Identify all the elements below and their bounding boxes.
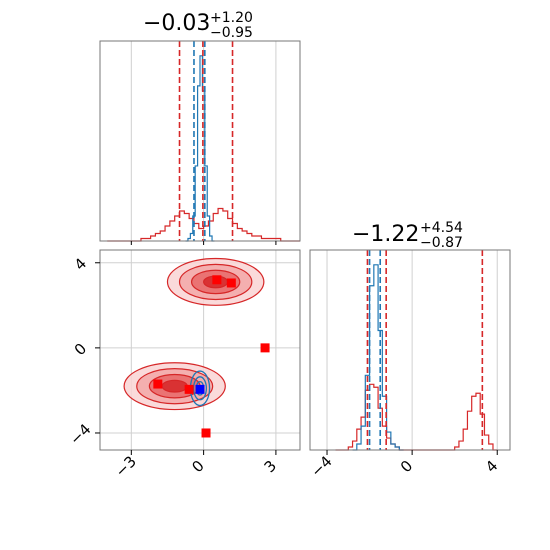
title-right-sup: +4.54 — [420, 220, 463, 236]
joint-red-marker-4 — [184, 384, 194, 394]
joint-ytick-label-1: 0 — [71, 340, 90, 359]
top-hist-red — [107, 207, 300, 242]
joint-xtick-label-1: 0 — [188, 457, 207, 476]
title-right-main: −1.22 — [352, 222, 419, 247]
title-top-sub: −0.95 — [210, 25, 253, 41]
title-top-sup: +1.20 — [210, 10, 253, 26]
joint-xtick-label-2: 3 — [261, 457, 280, 476]
panel-right: −4 0 4 — [307, 249, 511, 481]
top-hist-blue — [185, 55, 215, 242]
title-right-sub: −0.87 — [420, 235, 463, 251]
joint-red-marker-3 — [153, 379, 163, 389]
top-frame — [99, 40, 301, 242]
joint-red-marker-0 — [212, 275, 222, 285]
right-frame — [309, 249, 511, 451]
right-hist-blue — [352, 264, 404, 451]
joint-red-marker-1 — [226, 278, 236, 288]
right-xtick-label-2: 4 — [482, 457, 501, 476]
panel-joint: −3 0 3 4 0 −4 — [66, 249, 301, 481]
right-xtick-label-1: 0 — [397, 457, 416, 476]
joint-xtick-label-0: −3 — [112, 452, 140, 480]
panel-top-left — [99, 40, 301, 245]
joint-ytick-label-2: −4 — [66, 420, 94, 448]
title-top-main: −0.03 — [143, 11, 210, 36]
joint-red-contour-1-3 — [161, 379, 188, 393]
joint-blue-marker-0 — [195, 384, 205, 394]
right-hist-red — [335, 383, 498, 451]
joint-frame — [99, 249, 301, 451]
joint-red-marker-5 — [201, 428, 211, 438]
joint-red-marker-2 — [260, 343, 270, 353]
joint-ytick-label-0: 4 — [71, 254, 90, 273]
right-xtick-label-0: −4 — [307, 452, 335, 480]
